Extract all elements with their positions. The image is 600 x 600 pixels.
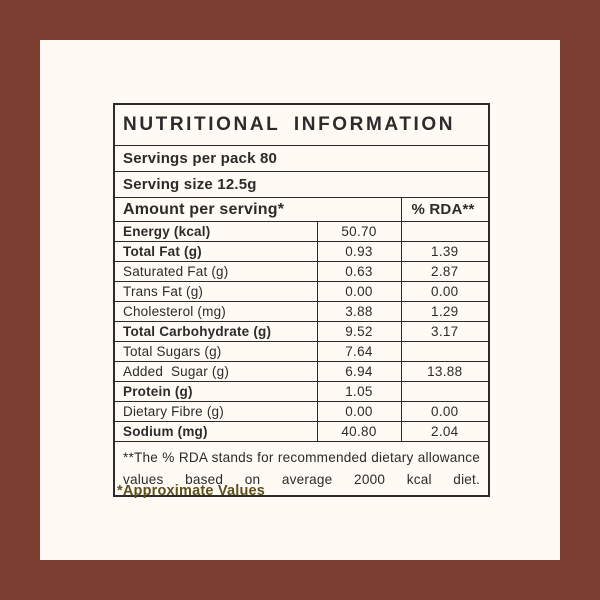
table-row: Total Carbohydrate (g) 9.52 3.17 [113, 321, 490, 342]
table-row: Protein (g) 1.05 [113, 381, 490, 402]
table-row: Sodium (mg) 40.80 2.04 [113, 421, 490, 442]
nutrient-rda: 1.29 [400, 301, 490, 322]
nutrient-label: Cholesterol (mg) [113, 301, 318, 322]
nutrient-rda: 13.88 [400, 361, 490, 382]
nutrient-rda [400, 221, 490, 242]
nutrient-label: Added Sugar (g) [113, 361, 318, 382]
nutrient-amount: 9.52 [316, 321, 402, 342]
table-row: Trans Fat (g) 0.00 0.00 [113, 281, 490, 302]
nutrient-rda: 2.87 [400, 261, 490, 282]
table-row: Total Fat (g) 0.93 1.39 [113, 241, 490, 262]
serving-size-row: Serving size 12.5g [113, 171, 490, 198]
nutrient-rda: 0.00 [400, 281, 490, 302]
column-header-rda: % RDA** [400, 197, 490, 222]
nutrient-amount: 3.88 [316, 301, 402, 322]
serving-size: Serving size 12.5g [113, 171, 490, 198]
nutrient-amount: 40.80 [316, 421, 402, 442]
nutrient-amount: 1.05 [316, 381, 402, 402]
approximate-values-footnote: *Approximate Values [117, 483, 266, 499]
nutrient-rda [400, 381, 490, 402]
nutrient-amount: 6.94 [316, 361, 402, 382]
title-row: NUTRITIONAL INFORMATION [113, 103, 490, 146]
table-row: Dietary Fibre (g) 0.00 0.00 [113, 401, 490, 422]
rda-footnote: **The % RDA stands for recommended dieta… [113, 441, 490, 497]
table-row: Cholesterol (mg) 3.88 1.29 [113, 301, 490, 322]
nutrient-rda: 0.00 [400, 401, 490, 422]
nutrient-label: Energy (kcal) [113, 221, 318, 242]
servings-per-pack: Servings per pack 80 [113, 145, 490, 172]
nutrient-amount: 7.64 [316, 341, 402, 362]
column-header-row: Amount per serving* % RDA** [113, 197, 490, 222]
nutrient-label: Protein (g) [113, 381, 318, 402]
table-row: Total Sugars (g) 7.64 [113, 341, 490, 362]
nutrient-label: Total Fat (g) [113, 241, 318, 262]
nutrient-rda: 3.17 [400, 321, 490, 342]
nutrient-amount: 0.00 [316, 281, 402, 302]
column-header-amount: Amount per serving* [113, 197, 402, 222]
nutrient-label: Total Sugars (g) [113, 341, 318, 362]
nutrient-amount: 0.63 [316, 261, 402, 282]
nutrient-amount: 0.93 [316, 241, 402, 262]
nutrient-rda [400, 341, 490, 362]
table-title: NUTRITIONAL INFORMATION [113, 103, 490, 146]
nutrient-label: Saturated Fat (g) [113, 261, 318, 282]
table-row: Energy (kcal) 50.70 [113, 221, 490, 242]
table-row: Saturated Fat (g) 0.63 2.87 [113, 261, 490, 282]
nutrient-label: Total Carbohydrate (g) [113, 321, 318, 342]
nutrient-amount: 50.70 [316, 221, 402, 242]
nutrient-label: Dietary Fibre (g) [113, 401, 318, 422]
nutrient-label: Sodium (mg) [113, 421, 318, 442]
nutrient-rda: 2.04 [400, 421, 490, 442]
nutrient-rda: 1.39 [400, 241, 490, 262]
table-row: Added Sugar (g) 6.94 13.88 [113, 361, 490, 382]
nutrient-amount: 0.00 [316, 401, 402, 422]
nutrition-table: NUTRITIONAL INFORMATION Servings per pac… [113, 103, 491, 497]
nutrient-label: Trans Fat (g) [113, 281, 318, 302]
servings-row: Servings per pack 80 [113, 145, 490, 172]
footnote-row: **The % RDA stands for recommended dieta… [113, 441, 490, 497]
